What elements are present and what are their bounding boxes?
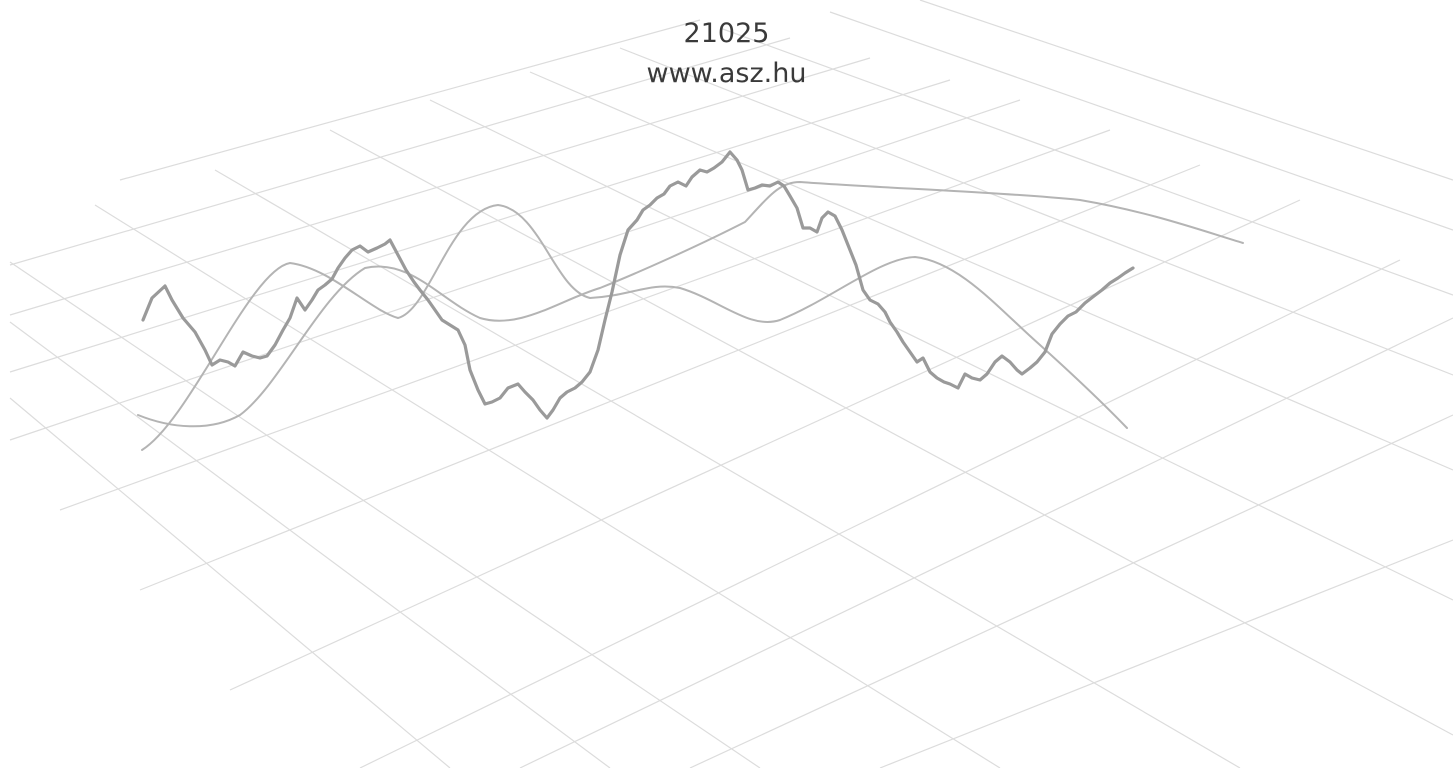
- header: 21025 www.asz.hu: [0, 14, 1453, 94]
- smooth-wave-line-b: [141, 204, 1128, 451]
- perspective-grid: [9, 0, 1453, 768]
- wave-lines: [137, 150, 1244, 451]
- jagged-main-line: [141, 150, 1135, 420]
- smooth-wave-line-a: [137, 181, 1244, 428]
- document-code: 21025: [683, 18, 770, 49]
- website-link[interactable]: www.asz.hu: [646, 58, 807, 89]
